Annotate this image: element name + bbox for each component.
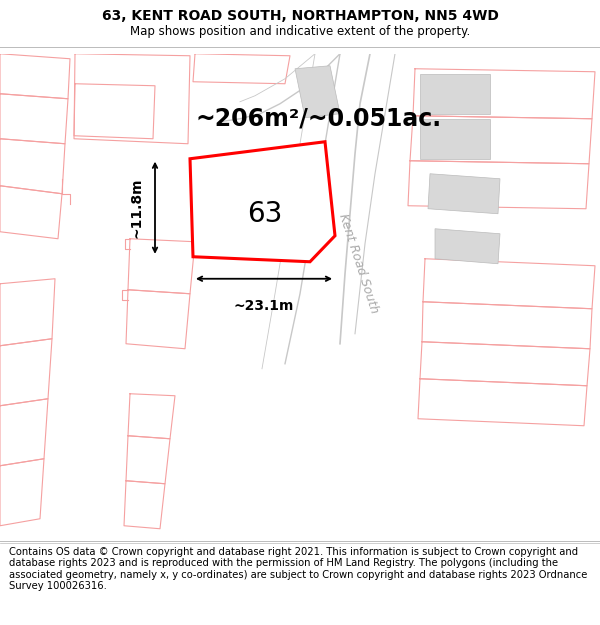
Polygon shape bbox=[233, 174, 270, 239]
Text: ~11.8m: ~11.8m bbox=[129, 177, 143, 238]
Text: 63, KENT ROAD SOUTH, NORTHAMPTON, NN5 4WD: 63, KENT ROAD SOUTH, NORTHAMPTON, NN5 4W… bbox=[101, 9, 499, 23]
Polygon shape bbox=[435, 229, 500, 264]
Text: 63: 63 bbox=[247, 200, 283, 228]
Polygon shape bbox=[295, 66, 340, 118]
Polygon shape bbox=[428, 174, 500, 214]
Polygon shape bbox=[420, 74, 490, 114]
Text: ~23.1m: ~23.1m bbox=[234, 299, 294, 312]
Text: ~206m²/~0.051ac.: ~206m²/~0.051ac. bbox=[195, 107, 441, 131]
Text: Contains OS data © Crown copyright and database right 2021. This information is : Contains OS data © Crown copyright and d… bbox=[9, 546, 587, 591]
Polygon shape bbox=[420, 119, 490, 159]
Polygon shape bbox=[190, 142, 335, 262]
Text: Kent Road South: Kent Road South bbox=[336, 213, 380, 315]
Text: Map shows position and indicative extent of the property.: Map shows position and indicative extent… bbox=[130, 26, 470, 39]
